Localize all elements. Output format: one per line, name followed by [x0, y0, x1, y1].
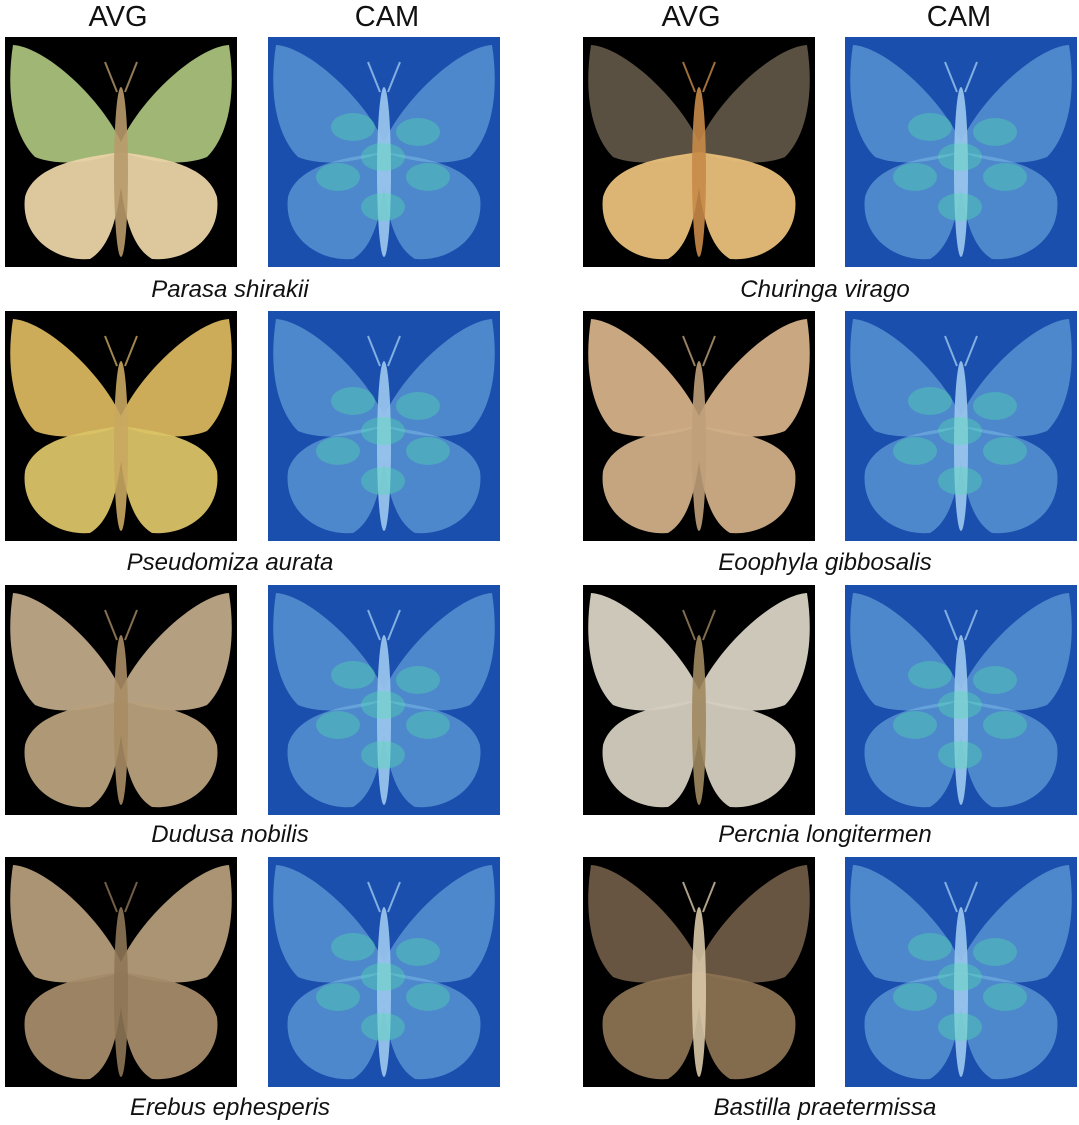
avg-image	[583, 37, 815, 267]
avg-image	[583, 857, 815, 1087]
cam-image	[845, 311, 1077, 541]
species-caption: Pseudomiza aurata	[126, 549, 334, 576]
avg-image	[583, 585, 815, 815]
cam-image	[268, 37, 500, 267]
species-caption: Parasa shirakii	[151, 276, 309, 303]
cam-image	[268, 311, 500, 541]
header-cam-left: CAM	[354, 1, 420, 33]
species-caption: Eoophyla gibbosalis	[718, 549, 932, 576]
cam-image	[845, 857, 1077, 1087]
header-avg-left: AVG	[88, 1, 148, 33]
species-caption: Dudusa nobilis	[151, 821, 309, 848]
avg-image	[5, 857, 237, 1087]
header-avg-right: AVG	[661, 1, 721, 33]
avg-image	[583, 311, 815, 541]
species-caption: Erebus ephesperis	[129, 1094, 331, 1121]
avg-image	[5, 585, 237, 815]
cam-image	[268, 857, 500, 1087]
species-caption: Percnia longitermen	[718, 821, 932, 848]
species-caption: Bastilla praetermissa	[713, 1094, 937, 1121]
species-caption: Churinga virago	[740, 276, 910, 303]
avg-image	[5, 311, 237, 541]
cam-image	[845, 585, 1077, 815]
cam-image	[845, 37, 1077, 267]
header-cam-right: CAM	[926, 1, 992, 33]
cam-image	[268, 585, 500, 815]
avg-image	[5, 37, 237, 267]
